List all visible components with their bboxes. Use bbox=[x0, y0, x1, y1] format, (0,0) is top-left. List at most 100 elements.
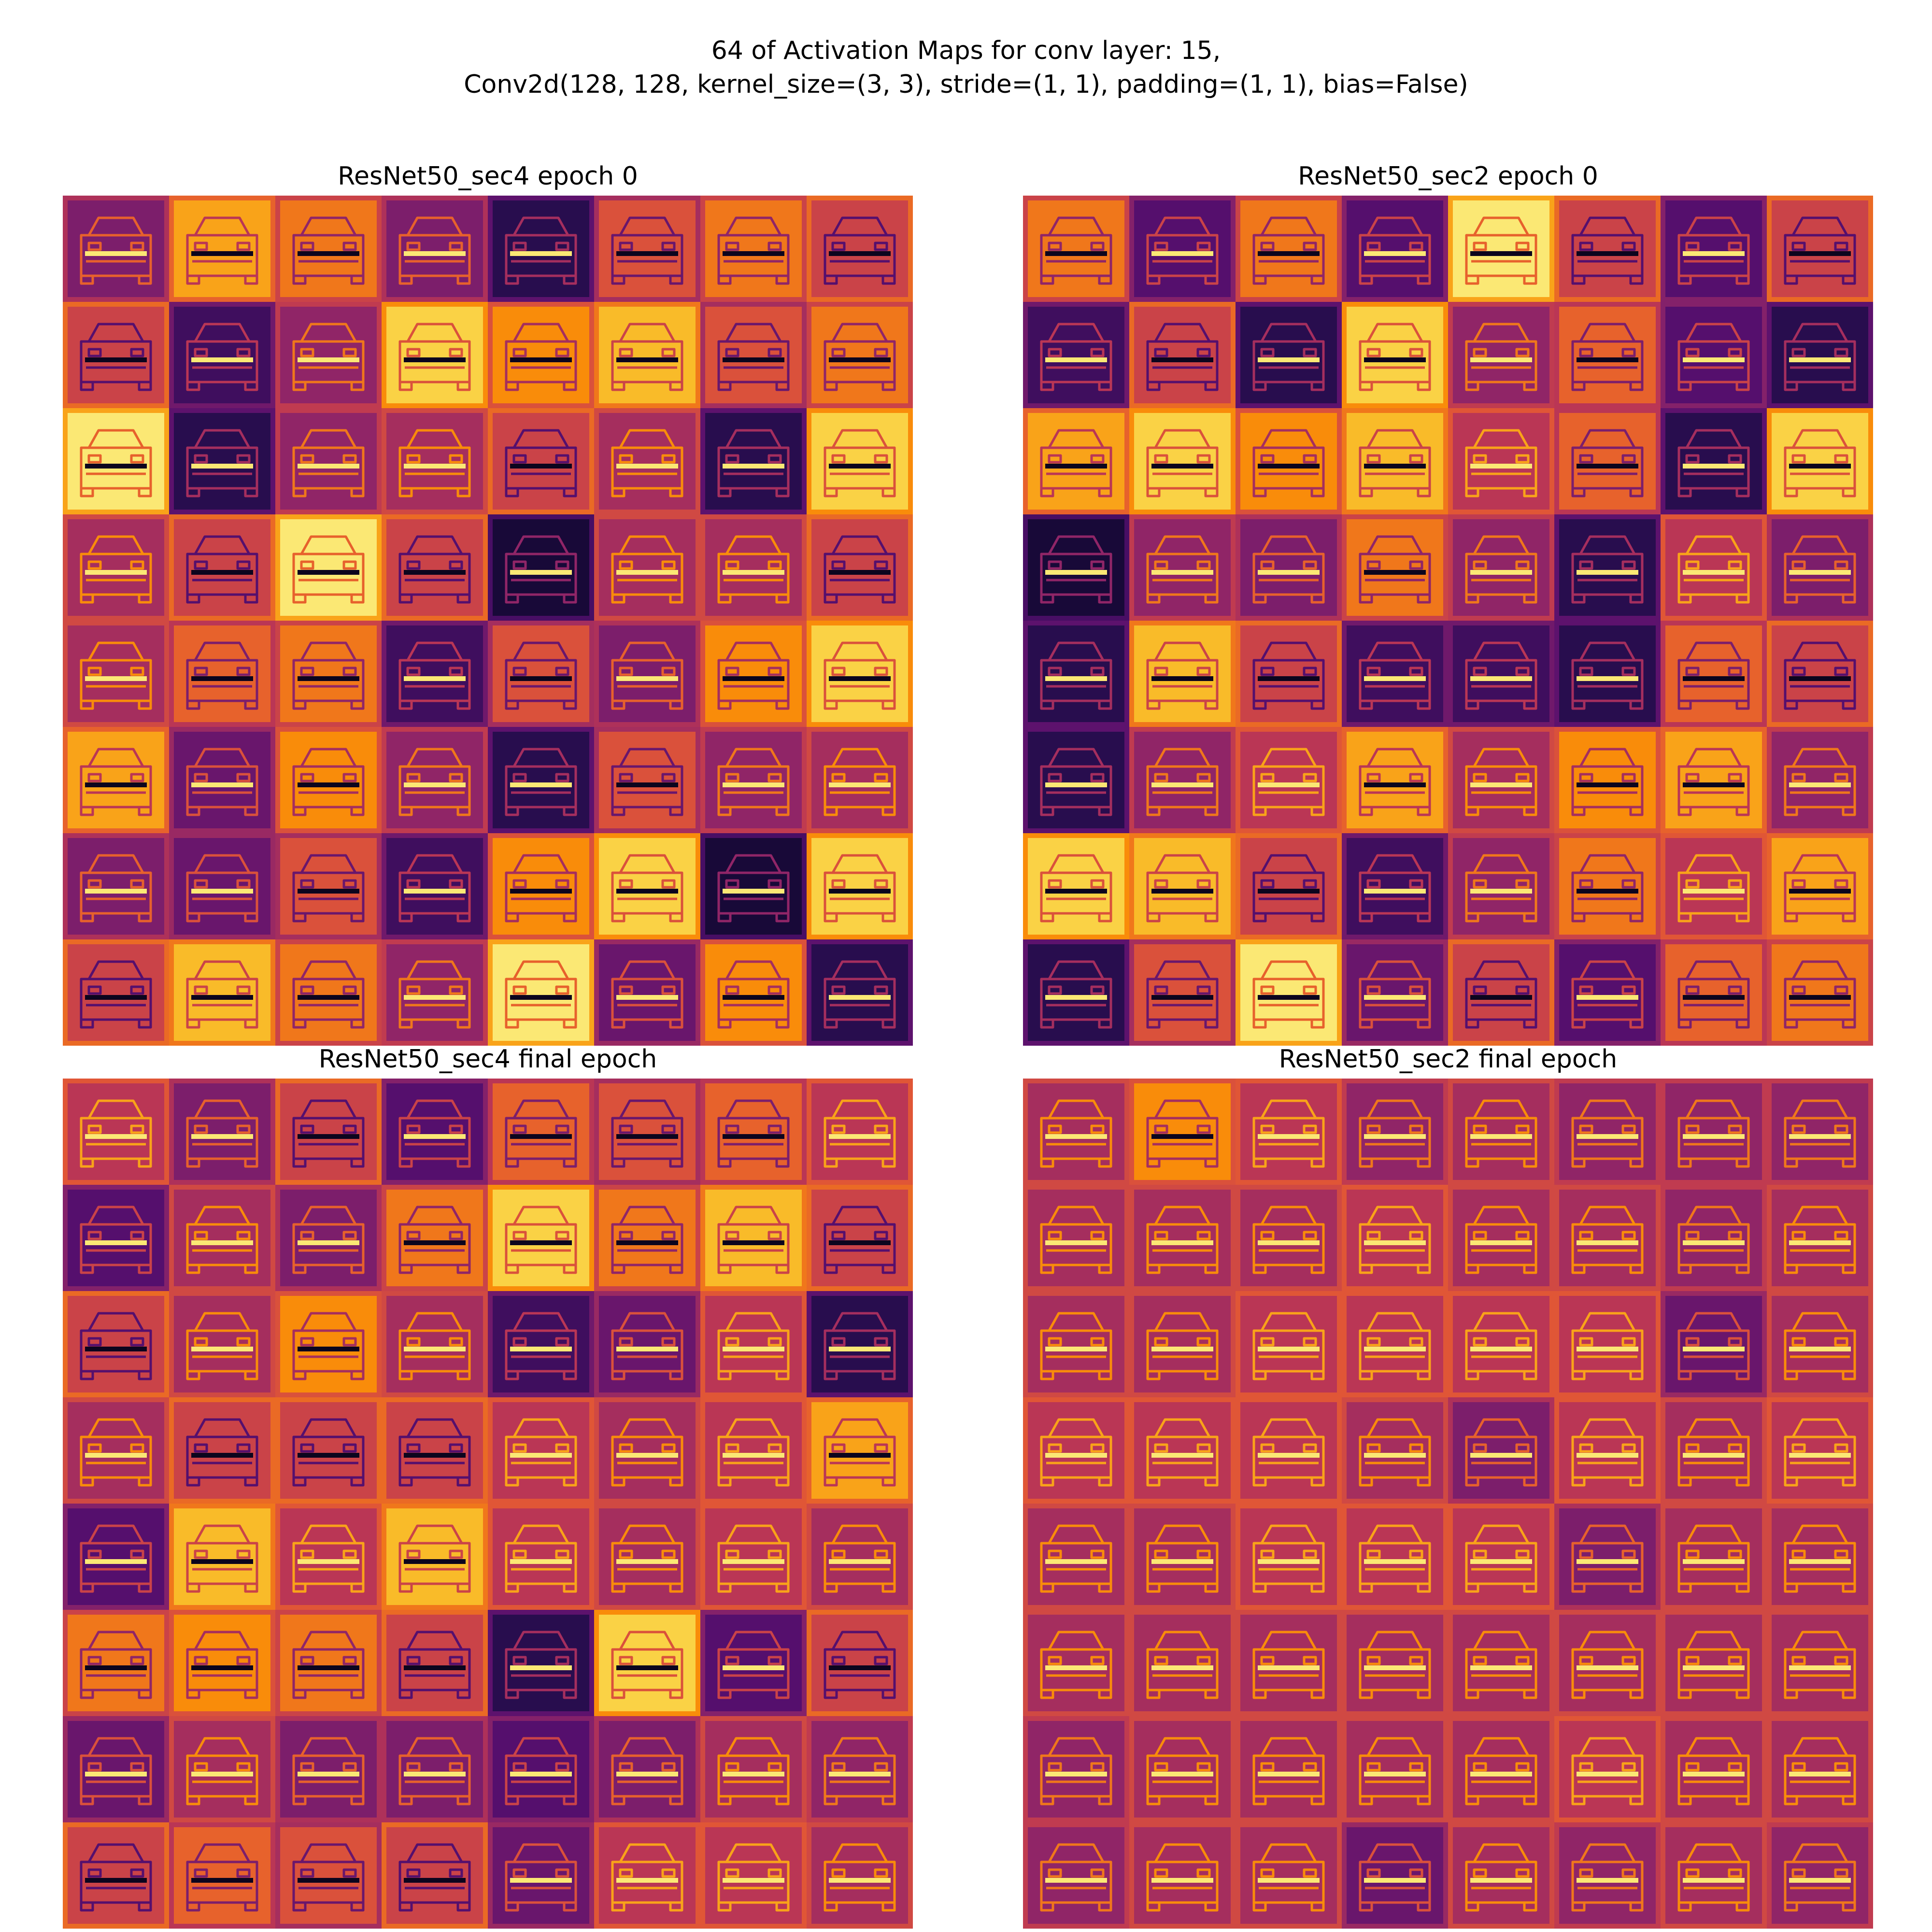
car-silhouette bbox=[1252, 535, 1325, 604]
activation-map-tile bbox=[700, 408, 807, 514]
activation-map-tile bbox=[1661, 514, 1767, 621]
activation-map-tile bbox=[1767, 1504, 1873, 1610]
activation-map-tile bbox=[807, 1822, 913, 1929]
activation-map-tile bbox=[700, 1397, 807, 1504]
activation-map-tile bbox=[1448, 408, 1554, 514]
car-silhouette bbox=[398, 1312, 471, 1380]
activation-map-tile bbox=[1342, 1716, 1448, 1822]
activation-map-tile bbox=[1554, 727, 1661, 833]
car-silhouette bbox=[717, 1206, 790, 1274]
car-silhouette bbox=[505, 323, 577, 391]
activation-map-tile bbox=[275, 1716, 382, 1822]
activation-map-tile bbox=[1767, 1397, 1873, 1504]
car-silhouette bbox=[1040, 1524, 1112, 1593]
car-silhouette bbox=[1465, 1524, 1537, 1593]
activation-map-tile bbox=[275, 833, 382, 939]
car-silhouette bbox=[292, 1099, 365, 1168]
car-silhouette bbox=[292, 1418, 365, 1487]
car-silhouette bbox=[1040, 641, 1112, 710]
activation-map-tile bbox=[488, 1185, 594, 1291]
activation-map-tile bbox=[382, 1291, 488, 1397]
car-silhouette bbox=[398, 1843, 471, 1912]
activation-map-grid bbox=[63, 196, 913, 1046]
car-silhouette bbox=[1784, 216, 1856, 285]
activation-map-tile bbox=[382, 302, 488, 408]
car-silhouette bbox=[1784, 323, 1856, 391]
panel-title: ResNet50_sec4 epoch 0 bbox=[338, 162, 638, 191]
activation-map-tile bbox=[488, 1397, 594, 1504]
activation-map-tile bbox=[169, 727, 275, 833]
car-silhouette bbox=[1146, 748, 1219, 816]
activation-map-tile bbox=[382, 408, 488, 514]
activation-map-tile bbox=[700, 727, 807, 833]
car-silhouette bbox=[505, 429, 577, 497]
car-silhouette bbox=[1571, 1099, 1644, 1168]
car-silhouette bbox=[398, 1099, 471, 1168]
car-silhouette bbox=[1146, 641, 1219, 710]
activation-map-tile bbox=[1236, 1610, 1342, 1716]
activation-map-tile bbox=[700, 1504, 807, 1610]
car-silhouette bbox=[1571, 1524, 1644, 1593]
activation-map-tile bbox=[807, 727, 913, 833]
car-silhouette bbox=[824, 854, 896, 923]
activation-map-tile bbox=[488, 939, 594, 1046]
activation-map-tile bbox=[1554, 302, 1661, 408]
activation-map-tile bbox=[169, 939, 275, 1046]
car-silhouette bbox=[505, 1099, 577, 1168]
activation-map-tile bbox=[1129, 302, 1236, 408]
car-silhouette bbox=[1571, 854, 1644, 923]
car-silhouette bbox=[1252, 429, 1325, 497]
activation-map-tile bbox=[1023, 1291, 1129, 1397]
activation-map-tile bbox=[1448, 1291, 1554, 1397]
car-silhouette bbox=[80, 960, 152, 1029]
activation-map-tile bbox=[1023, 621, 1129, 727]
car-silhouette bbox=[1677, 1737, 1750, 1805]
car-silhouette bbox=[1359, 854, 1431, 923]
activation-map-tile bbox=[1236, 196, 1342, 302]
car-silhouette bbox=[717, 216, 790, 285]
activation-map-tile bbox=[1236, 621, 1342, 727]
activation-map-tile bbox=[169, 1185, 275, 1291]
car-silhouette bbox=[1146, 854, 1219, 923]
activation-map-tile bbox=[1342, 939, 1448, 1046]
activation-map-tile bbox=[700, 1185, 807, 1291]
activation-map-tile bbox=[594, 833, 700, 939]
car-silhouette bbox=[1252, 748, 1325, 816]
activation-map-tile bbox=[382, 1185, 488, 1291]
car-silhouette bbox=[611, 1206, 683, 1274]
car-silhouette bbox=[1252, 323, 1325, 391]
activation-map-tile bbox=[275, 621, 382, 727]
car-silhouette bbox=[1359, 323, 1431, 391]
activation-map-tile bbox=[488, 1504, 594, 1610]
activation-map-tile bbox=[1129, 196, 1236, 302]
activation-map-tile bbox=[700, 302, 807, 408]
car-silhouette bbox=[1784, 429, 1856, 497]
activation-map-tile bbox=[1448, 727, 1554, 833]
car-silhouette bbox=[611, 1099, 683, 1168]
car-silhouette bbox=[1252, 1099, 1325, 1168]
activation-map-tile bbox=[700, 1716, 807, 1822]
car-silhouette bbox=[1146, 1737, 1219, 1805]
activation-map-tile bbox=[382, 1610, 488, 1716]
car-silhouette bbox=[717, 323, 790, 391]
activation-map-tile bbox=[169, 1291, 275, 1397]
activation-map-tile bbox=[275, 408, 382, 514]
car-silhouette bbox=[80, 1312, 152, 1380]
activation-map-tile bbox=[1129, 1185, 1236, 1291]
car-silhouette bbox=[1571, 1631, 1644, 1699]
car-silhouette bbox=[611, 1418, 683, 1487]
activation-map-tile bbox=[382, 621, 488, 727]
car-silhouette bbox=[186, 1099, 258, 1168]
car-silhouette bbox=[611, 323, 683, 391]
activation-map-tile bbox=[63, 1291, 169, 1397]
car-silhouette bbox=[1040, 1099, 1112, 1168]
activation-map-tile bbox=[169, 302, 275, 408]
car-silhouette bbox=[186, 1737, 258, 1805]
car-silhouette bbox=[292, 1737, 365, 1805]
activation-map-tile bbox=[594, 1291, 700, 1397]
activation-map-tile bbox=[1236, 1822, 1342, 1929]
activation-map-tile bbox=[1129, 727, 1236, 833]
activation-map-tile bbox=[1554, 833, 1661, 939]
activation-map-tile bbox=[1129, 514, 1236, 621]
activation-map-tile bbox=[1661, 1291, 1767, 1397]
